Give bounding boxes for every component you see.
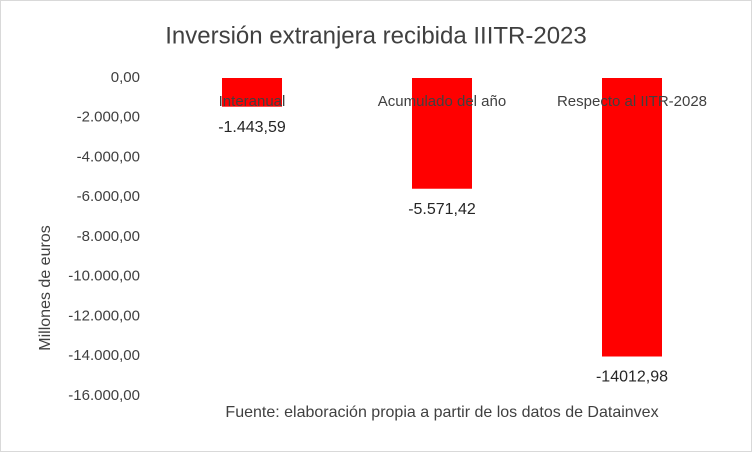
y-tick-label: -14.000,00: [68, 347, 140, 364]
y-tick-label: -12.000,00: [68, 307, 140, 324]
bar: [222, 78, 282, 107]
y-tick-label: -8.000,00: [77, 228, 140, 245]
bar: [602, 78, 662, 357]
y-tick-label: -10.000,00: [68, 268, 140, 285]
chart-title: Inversión extranjera recibida IIITR-2023: [165, 22, 587, 49]
value-label: -14012,98: [596, 369, 668, 386]
source-note: Fuente: elaboración propia a partir de l…: [225, 404, 658, 421]
y-tick-label: -2.000,00: [77, 109, 140, 126]
y-tick-label: -4.000,00: [77, 148, 140, 165]
x-tick-label: Respecto al IITR-2028: [557, 93, 707, 110]
y-tick-label: 0,00: [111, 69, 140, 86]
value-label: -1.443,59: [218, 119, 286, 136]
y-axis-label: Millones de euros: [37, 225, 54, 350]
x-tick-label: Acumulado del año: [378, 93, 506, 110]
y-tick-label: -6.000,00: [77, 188, 140, 205]
y-tick-label: -16.000,00: [68, 387, 140, 404]
x-tick-label: Interanual: [219, 93, 286, 110]
value-label: -5.571,42: [408, 201, 476, 218]
bar: [412, 78, 472, 189]
